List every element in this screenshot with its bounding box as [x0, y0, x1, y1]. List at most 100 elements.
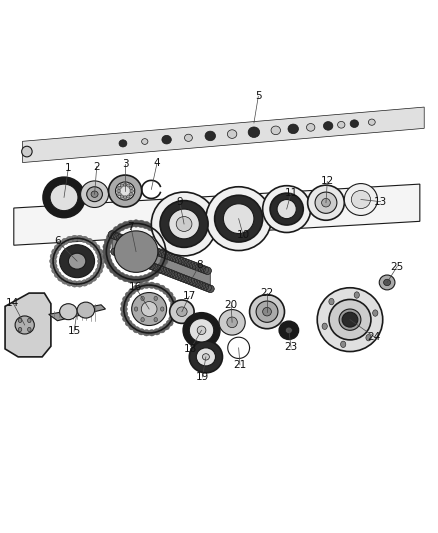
Text: 21: 21 [233, 360, 247, 370]
Ellipse shape [164, 252, 172, 260]
Ellipse shape [95, 249, 102, 255]
Ellipse shape [137, 276, 145, 283]
Circle shape [373, 310, 378, 316]
Ellipse shape [106, 234, 114, 241]
Polygon shape [112, 235, 210, 289]
Ellipse shape [170, 301, 177, 307]
Ellipse shape [132, 220, 140, 227]
Text: 14: 14 [6, 297, 20, 308]
Ellipse shape [148, 246, 155, 253]
Ellipse shape [57, 275, 64, 281]
Ellipse shape [142, 260, 150, 268]
Ellipse shape [87, 187, 102, 201]
Text: 11: 11 [284, 188, 298, 198]
Ellipse shape [50, 263, 57, 269]
Ellipse shape [118, 186, 121, 189]
Text: 23: 23 [284, 342, 298, 352]
Ellipse shape [124, 196, 127, 199]
Ellipse shape [176, 256, 184, 264]
Circle shape [154, 296, 157, 301]
Ellipse shape [133, 240, 141, 248]
Ellipse shape [192, 263, 200, 270]
Ellipse shape [181, 259, 189, 266]
Ellipse shape [147, 272, 155, 280]
Text: 3: 3 [122, 159, 128, 169]
Ellipse shape [142, 244, 150, 251]
Ellipse shape [118, 192, 121, 196]
Ellipse shape [142, 221, 150, 229]
Text: 17: 17 [183, 291, 196, 301]
Ellipse shape [162, 248, 170, 255]
Circle shape [354, 292, 360, 298]
Ellipse shape [77, 302, 95, 318]
Text: 15: 15 [67, 326, 81, 336]
Ellipse shape [338, 122, 345, 128]
Ellipse shape [54, 271, 61, 278]
Ellipse shape [248, 127, 260, 138]
Ellipse shape [147, 223, 155, 231]
Circle shape [18, 327, 22, 332]
Ellipse shape [167, 270, 175, 277]
Circle shape [329, 298, 334, 305]
Ellipse shape [169, 316, 176, 322]
Ellipse shape [321, 198, 330, 207]
Ellipse shape [143, 329, 150, 336]
Ellipse shape [150, 247, 158, 254]
Ellipse shape [122, 274, 130, 282]
Ellipse shape [155, 266, 162, 273]
Ellipse shape [158, 327, 165, 333]
Ellipse shape [132, 293, 166, 326]
Ellipse shape [133, 257, 141, 264]
Ellipse shape [161, 243, 169, 251]
Ellipse shape [176, 273, 184, 280]
Ellipse shape [201, 266, 208, 273]
Ellipse shape [197, 326, 206, 335]
Ellipse shape [21, 146, 32, 157]
Text: 4: 4 [154, 158, 160, 168]
Ellipse shape [158, 234, 166, 241]
Ellipse shape [136, 258, 144, 265]
Circle shape [28, 318, 31, 322]
Ellipse shape [183, 313, 220, 348]
Text: 25: 25 [391, 262, 404, 271]
Ellipse shape [49, 258, 57, 264]
Polygon shape [22, 107, 424, 163]
Ellipse shape [160, 200, 208, 247]
Ellipse shape [117, 234, 124, 241]
Ellipse shape [119, 251, 127, 259]
Ellipse shape [129, 324, 136, 330]
Ellipse shape [127, 195, 130, 198]
Ellipse shape [93, 245, 100, 251]
Ellipse shape [198, 265, 206, 272]
Ellipse shape [170, 311, 177, 317]
Text: 16: 16 [128, 282, 142, 292]
Ellipse shape [102, 248, 110, 255]
Polygon shape [49, 305, 106, 321]
Ellipse shape [90, 241, 97, 247]
Ellipse shape [187, 278, 194, 285]
Ellipse shape [160, 257, 168, 265]
Ellipse shape [148, 329, 155, 336]
Ellipse shape [342, 312, 358, 327]
Ellipse shape [120, 195, 124, 198]
Text: 24: 24 [367, 332, 381, 342]
Ellipse shape [155, 230, 162, 237]
Circle shape [18, 318, 22, 322]
Ellipse shape [76, 235, 83, 241]
Ellipse shape [117, 223, 125, 231]
Ellipse shape [76, 281, 83, 287]
Ellipse shape [204, 284, 212, 292]
Ellipse shape [263, 308, 272, 316]
Ellipse shape [15, 316, 34, 334]
Ellipse shape [162, 288, 170, 294]
Ellipse shape [97, 253, 104, 260]
Ellipse shape [143, 282, 150, 288]
Ellipse shape [123, 316, 130, 322]
Ellipse shape [158, 285, 165, 292]
Ellipse shape [124, 183, 127, 186]
Ellipse shape [170, 300, 194, 324]
Ellipse shape [106, 262, 114, 269]
Ellipse shape [270, 193, 303, 225]
Ellipse shape [170, 254, 178, 262]
Ellipse shape [111, 232, 119, 239]
